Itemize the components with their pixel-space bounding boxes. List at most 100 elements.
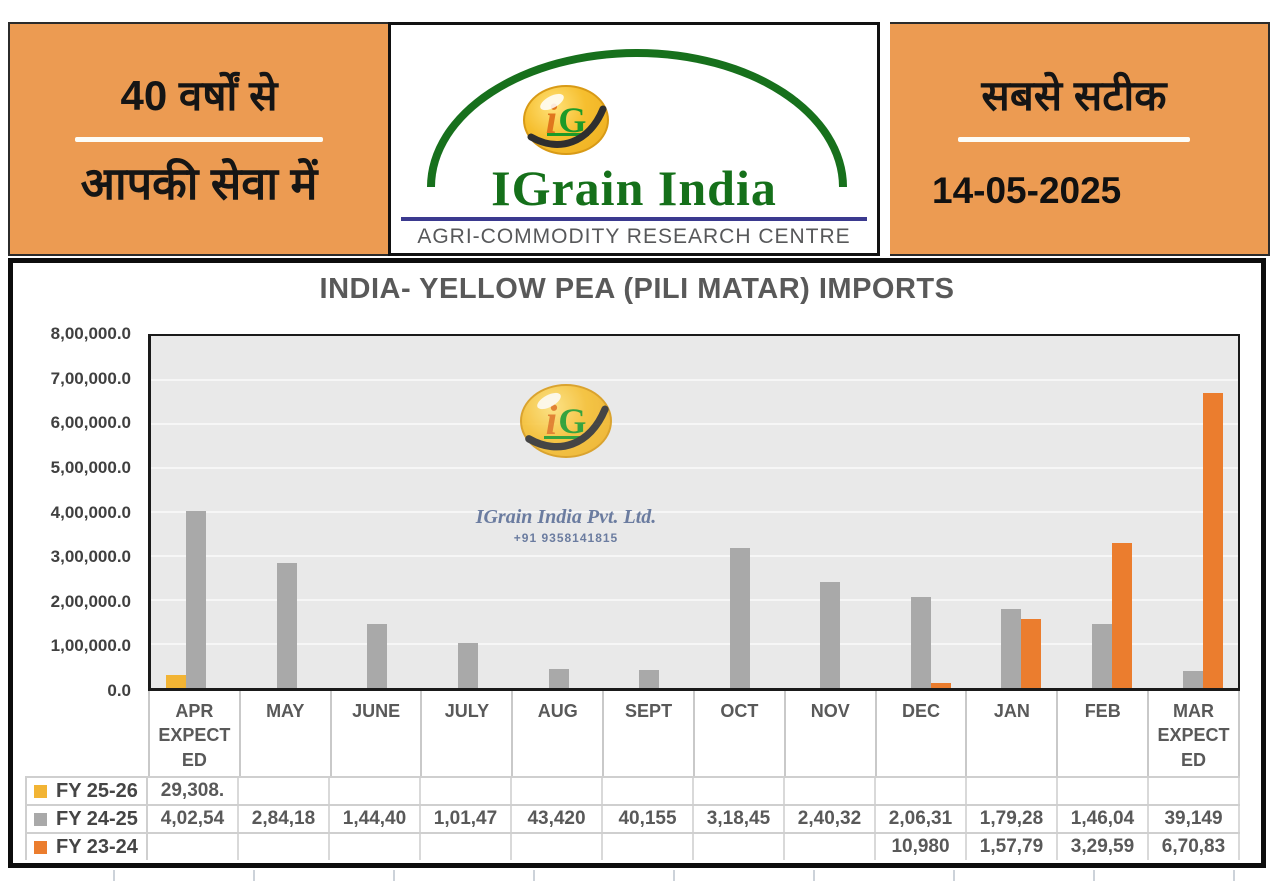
y-tick-label: 6,00,000.0 (50, 413, 131, 433)
x-label-oct: OCT (695, 691, 786, 776)
y-tick-label: 7,00,000.0 (50, 368, 131, 388)
table-cell (603, 778, 694, 804)
sliver-divider (1233, 870, 1235, 881)
bar-group-dec (876, 336, 967, 688)
bar-fy-24-25-may (276, 562, 297, 688)
bar-fy-24-25-june (367, 624, 388, 688)
bar-group-feb (1057, 336, 1148, 688)
bar-slot (206, 336, 226, 688)
bar-fy-23-24-dec (930, 683, 951, 688)
table-cell: 29,308. (148, 778, 239, 804)
bar-slot (981, 336, 1001, 688)
table-cell (876, 778, 967, 804)
bar-slot (347, 336, 367, 688)
y-tick-label: 2,00,000.0 (50, 591, 131, 611)
bar-slot (367, 336, 388, 688)
bar-fy-23-24-jan (1021, 618, 1042, 688)
chart-title: INDIA- YELLOW PEA (PILI MATAR) IMPORTS (319, 273, 955, 305)
legend-label: FY 23-24 (56, 835, 138, 858)
bar-slot (930, 336, 951, 688)
table-cell (694, 778, 785, 804)
header-right-divider (958, 137, 1190, 142)
table-cell (330, 834, 421, 860)
x-label-dec: DEC (877, 691, 968, 776)
y-tick-label: 4,00,000.0 (50, 502, 131, 522)
bar-group-aug (513, 336, 604, 688)
table-cell: 1,79,28 (967, 806, 1058, 832)
header-hindi-line1: 40 वर्षों से (120, 71, 278, 119)
table-cell: 2,06,31 (876, 806, 967, 832)
legend-swatch-icon (34, 812, 47, 826)
bar-fy-24-25-july (458, 643, 479, 688)
x-axis-labels: APR EXPECT ED MAY JUNE JULY AUG SEPT OCT NOV DEC JA… (148, 691, 1240, 776)
x-label-may: MAY (241, 691, 332, 776)
y-tick-label: 8,00,000.0 (50, 324, 131, 343)
table-cell: 39,149 (1149, 806, 1240, 832)
bar-slot (729, 336, 750, 688)
x-label-feb: FEB (1058, 691, 1150, 776)
plot-area: i G IGrain India Pvt. Ltd. +91 935814181… (148, 334, 1240, 691)
bar-slot (297, 336, 317, 688)
bar-slot (1182, 336, 1203, 688)
table-cell: 3,18,45 (694, 806, 785, 832)
bar-fy-23-24-mar (1202, 392, 1223, 688)
watermark-monogram-i: i (545, 398, 558, 444)
legend-label: FY 25-26 (56, 779, 138, 802)
bar-slot (639, 336, 660, 688)
header-left-divider (75, 136, 323, 142)
bar-slot (186, 336, 207, 688)
sliver-divider (393, 870, 395, 881)
header-banner: 40 वर्षों से आपकी सेवा में i G IGrain In… (8, 22, 1270, 256)
sliver-divider (113, 870, 115, 881)
watermark-company: IGrain India Pvt. Ltd. (475, 506, 657, 528)
sliver-divider (673, 870, 675, 881)
bar-group-june (332, 336, 423, 688)
table-cell (785, 834, 876, 860)
x-label-jan: JAN (967, 691, 1059, 776)
table-cell: 1,01,47 (421, 806, 512, 832)
bar-fy-23-24-feb (1112, 542, 1133, 688)
bar-slot (1092, 336, 1113, 688)
legend-swatch-icon (34, 784, 47, 798)
header-right-block: सबसे सटीक 14-05-2025 (880, 24, 1268, 254)
bar-slot (1001, 336, 1022, 688)
sliver-divider (533, 870, 535, 881)
gridline (151, 511, 1238, 513)
x-label-sept: SEPT (604, 691, 695, 776)
y-tick-label: 1,00,000.0 (50, 636, 131, 656)
bar-group-july (423, 336, 514, 688)
y-tick-label: 5,00,000.0 (50, 457, 131, 477)
legend-cell: FY 25-26 (25, 778, 148, 804)
bar-slot (1021, 336, 1042, 688)
logo-monogram-i: i (545, 97, 558, 143)
bar-group-nov (785, 336, 876, 688)
x-label-june: JUNE (332, 691, 423, 776)
bar-slot (820, 336, 841, 688)
watermark-monogram-g: G (558, 401, 587, 441)
x-label-nov: NOV (786, 691, 877, 776)
bar-slot (458, 336, 479, 688)
bar-group-mar (1147, 336, 1238, 688)
table-cell: 40,155 (603, 806, 694, 832)
bar-slot (750, 336, 770, 688)
table-cell: 4,02,54 (148, 806, 239, 832)
sliver-divider (813, 870, 815, 881)
table-cell (1058, 778, 1149, 804)
bar-groups (151, 336, 1238, 688)
bar-group-sept (604, 336, 695, 688)
bar-slot (257, 336, 277, 688)
bar-slot (910, 336, 931, 688)
watermark-phone: +91 9358141815 (513, 531, 619, 545)
gridline (151, 379, 1238, 381)
gridline (151, 555, 1238, 557)
brand-tagline: AGRI-COMMODITY RESEARCH CENTRE (417, 225, 851, 248)
header-hindi-line2: आपकी सेवा में (80, 157, 318, 209)
table-cell: 1,57,79 (967, 834, 1058, 860)
report-date: 14-05-2025 (932, 170, 1122, 211)
bar-slot (800, 336, 820, 688)
bar-group-oct (694, 336, 785, 688)
gridline (151, 467, 1238, 469)
gridline (151, 643, 1238, 645)
y-tick-label: 0.0 (107, 681, 131, 700)
table-row-fy-23-24: FY 23-24 10,980 1,57,79 3,29,59 6,70,83 (25, 832, 1240, 860)
